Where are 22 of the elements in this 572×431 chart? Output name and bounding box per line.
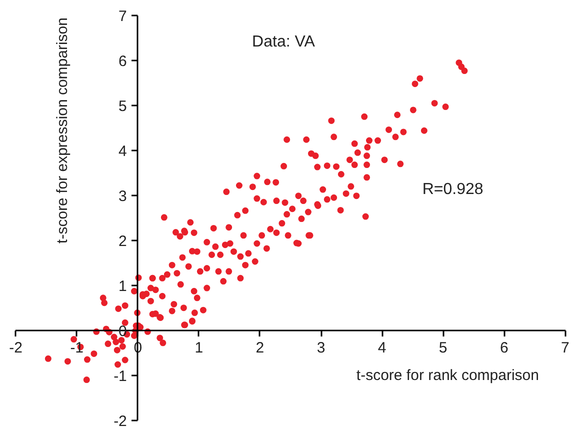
annotation: Data: VA — [252, 33, 316, 50]
x-tick-label: 3 — [316, 339, 326, 356]
y-axis-title: t-score for expression comparison — [54, 18, 72, 244]
x-tick-label: 7 — [561, 339, 570, 356]
x-tick-label: -1 — [70, 339, 84, 356]
y-tick-label: 3 — [118, 188, 127, 205]
y-tick-label: 4 — [118, 142, 127, 160]
x-tick-label: -2 — [9, 339, 22, 356]
annotation: R=0.928 — [422, 181, 484, 198]
y-tick-label: 2 — [118, 232, 127, 250]
y-tick-label: 7 — [118, 8, 127, 25]
x-tick-label: 6 — [500, 339, 508, 356]
x-tick-label: 2 — [256, 339, 264, 356]
x-tick-label: 4 — [378, 339, 386, 356]
x-axis-title: t-score for rank comparison — [356, 367, 539, 384]
y-tick-label: -2 — [114, 412, 127, 430]
y-tick-label: -1 — [114, 368, 127, 385]
y-tick-label: 6 — [118, 52, 127, 70]
x-tick-label: 5 — [438, 339, 448, 356]
x-tick-label: 1 — [194, 339, 204, 356]
y-tick-label: 1 — [118, 278, 127, 295]
y-tick-label: 5 — [118, 98, 127, 115]
